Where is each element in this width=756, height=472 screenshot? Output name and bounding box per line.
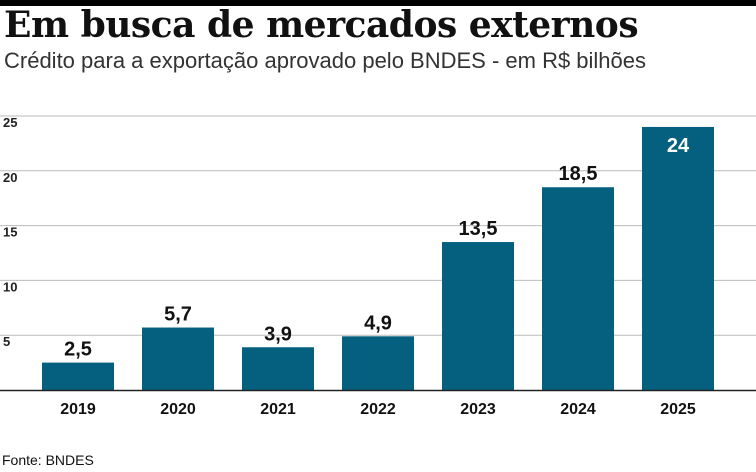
y-tick-20: 20 [3,170,17,185]
top-rule [0,0,756,6]
value-label-2020: 5,7 [164,304,192,326]
x-tick-2021: 2021 [260,401,296,418]
y-tick-15: 15 [3,225,17,240]
value-label-2023: 13,5 [459,218,498,240]
value-label-2022: 4,9 [364,312,392,334]
value-label-2025: 24 [667,135,690,157]
bar-2020 [142,327,214,390]
y-tick-10: 10 [3,279,17,294]
x-tick-2019: 2019 [60,401,96,418]
y-tick-5: 5 [3,334,10,349]
bar-2023 [442,242,514,390]
value-label-2024: 18,5 [559,163,598,185]
chart-title: Em busca de mercados externos [4,4,639,46]
bar-2024 [542,187,614,390]
bars [42,126,714,391]
category-labels: 2019 2020 2021 2022 2023 2024 2025 [60,401,696,418]
value-label-2019: 2,5 [64,339,92,361]
value-labels: 2,5 5,7 3,9 4,9 13,5 18,5 24 [64,135,690,361]
x-tick-2022: 2022 [360,401,396,418]
bar-2021 [242,347,314,390]
gridlines [0,115,756,336]
value-label-2021: 3,9 [264,323,292,345]
x-tick-2024: 2024 [560,401,596,418]
x-tick-2023: 2023 [460,401,496,418]
chart-subtitle: Crédito para a exportação aprovado pelo … [4,48,647,73]
x-tick-2025: 2025 [660,401,696,418]
y-tick-labels: 5 10 15 20 25 [3,115,17,349]
x-tick-2020: 2020 [160,401,196,418]
bar-2022 [342,336,414,390]
source-note: Fonte: BNDES [2,452,94,468]
bar-2025 [642,126,714,391]
y-tick-25: 25 [3,115,17,130]
bar-2019 [42,362,114,390]
